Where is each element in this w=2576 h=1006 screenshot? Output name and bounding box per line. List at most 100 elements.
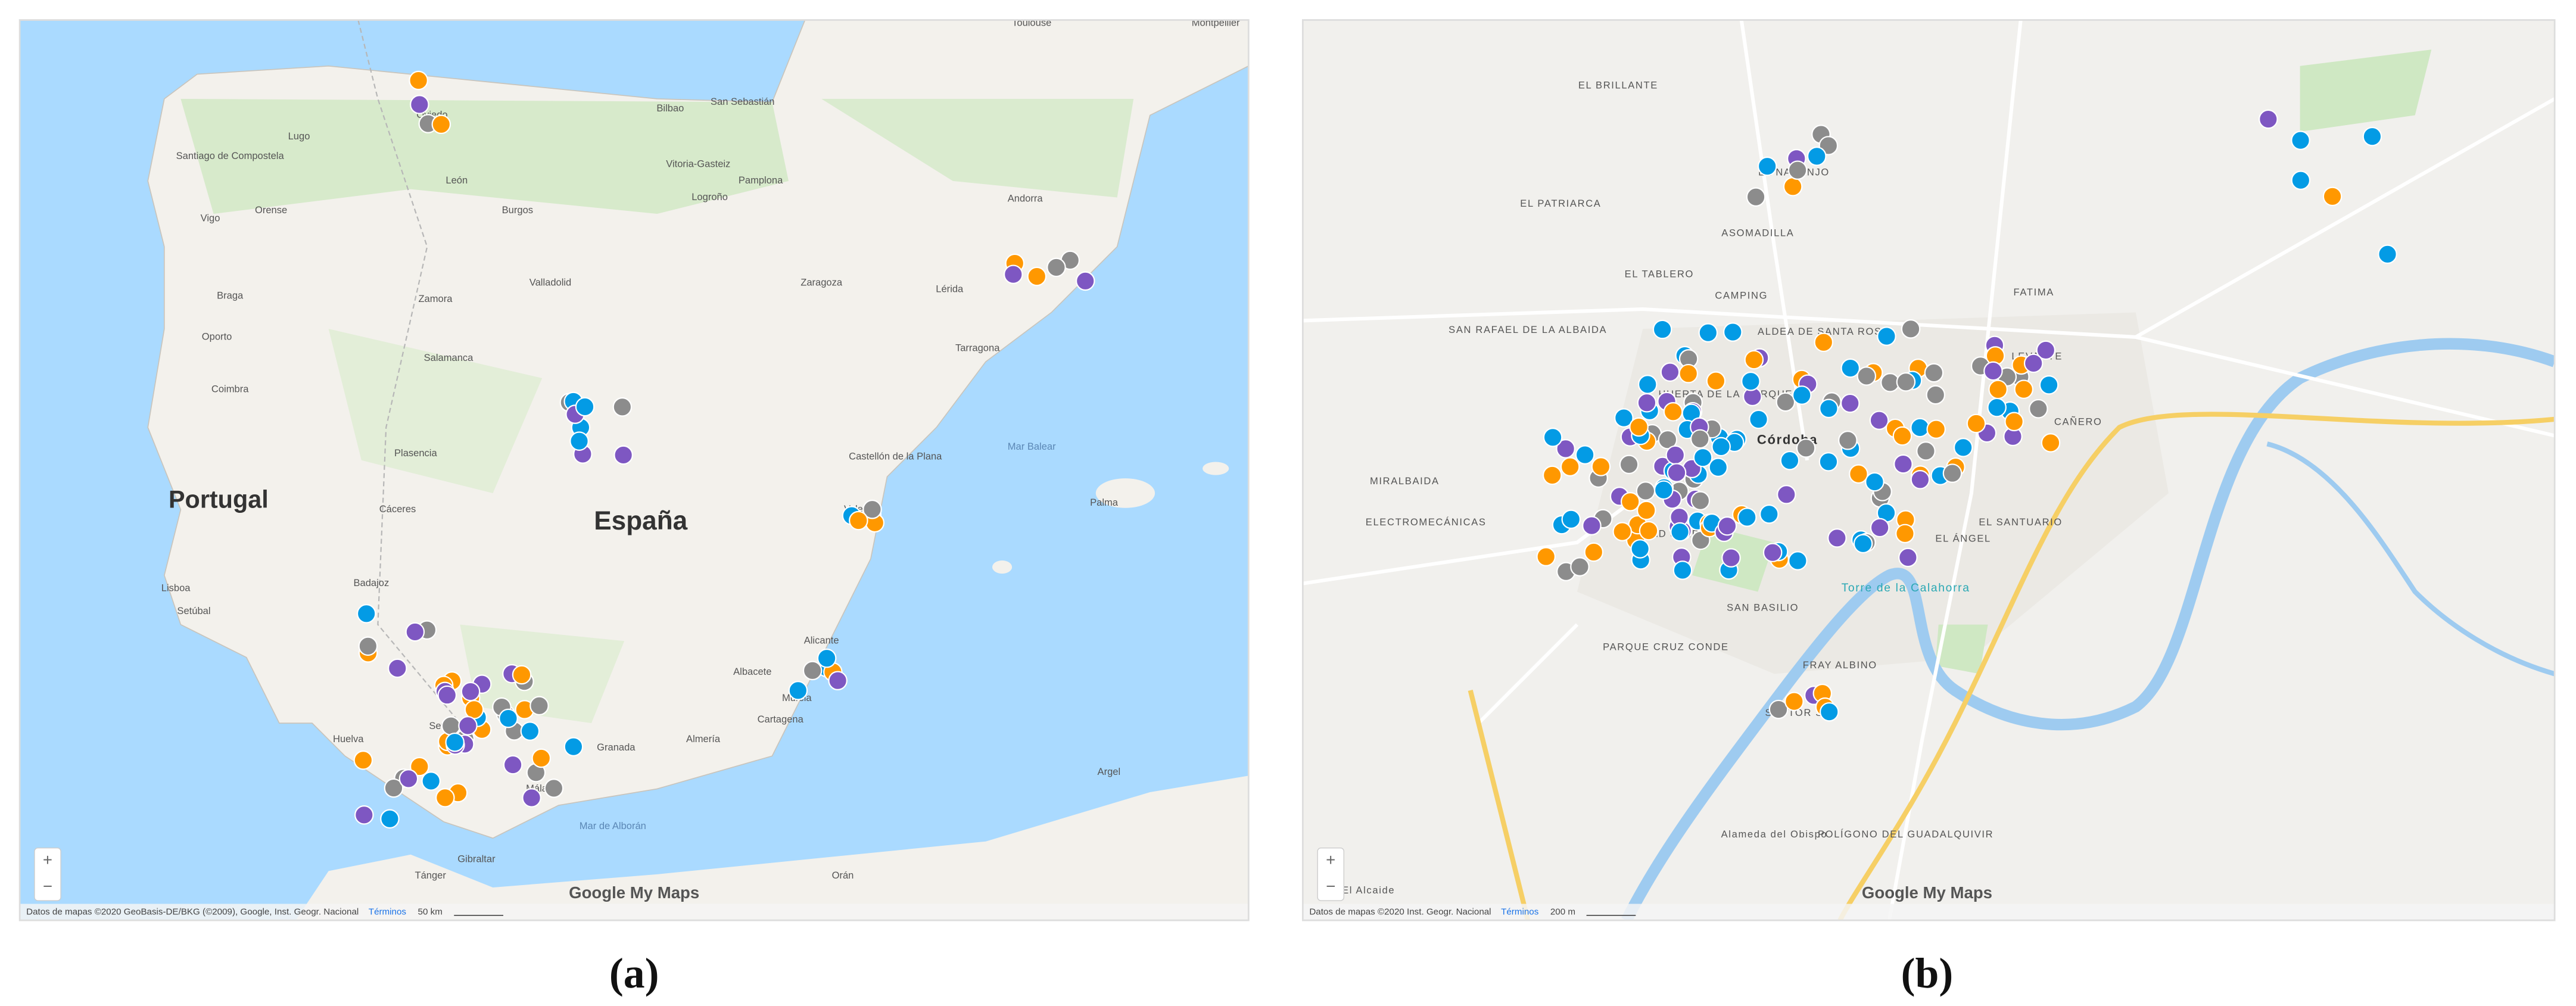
- marker: [1629, 417, 1649, 437]
- marker: [2004, 412, 2024, 432]
- park: [1692, 49, 2432, 674]
- place-label: EL TABLERO: [1625, 268, 1694, 279]
- marker: [1690, 429, 1710, 449]
- place-label: Zaragoza: [800, 276, 843, 288]
- place-label: Albacete: [733, 666, 771, 677]
- marker: [1869, 410, 1889, 430]
- marker: [1896, 372, 1916, 392]
- marker: [1543, 428, 1563, 447]
- marker: [2023, 353, 2044, 373]
- marker: [1895, 524, 1915, 544]
- marker: [2014, 379, 2034, 399]
- marker: [1819, 702, 1839, 722]
- marker: [1027, 266, 1047, 286]
- place-label: Lisboa: [161, 582, 191, 593]
- place-label: Plasencia: [394, 447, 437, 459]
- marker: [1660, 362, 1680, 382]
- attribution-bg: [20, 904, 1249, 921]
- marker: [445, 732, 465, 752]
- place-label: Castellón de la Plana: [849, 451, 942, 462]
- place-label: Alicante: [804, 635, 839, 646]
- marker: [1926, 385, 1946, 405]
- marker: [522, 788, 541, 808]
- zoom-control: [1317, 848, 1344, 901]
- place-label: Toulouse: [1012, 17, 1051, 28]
- marker: [464, 699, 484, 720]
- marker: [1814, 332, 1834, 353]
- marker: [531, 748, 552, 768]
- marker: [817, 648, 837, 668]
- marker: [1652, 319, 1672, 340]
- marker: [410, 95, 429, 114]
- place-label: Mar Balear: [1008, 441, 1056, 452]
- marker: [354, 805, 374, 825]
- marker: [1584, 542, 1604, 562]
- place-label: España: [594, 506, 687, 535]
- place-label: Palma: [1090, 497, 1119, 508]
- attribution: Datos de mapas ©2020 GeoBasis-DE/BKG (©2…: [26, 907, 359, 917]
- marker: [1926, 419, 1946, 439]
- marker: [437, 685, 457, 705]
- marker: [499, 708, 518, 728]
- marker: [387, 658, 407, 678]
- marker: [1757, 156, 1777, 176]
- terms-link[interactable]: Términos: [369, 907, 407, 917]
- marker: [2362, 126, 2382, 147]
- marker: [356, 604, 376, 624]
- place-label: Lérida: [936, 283, 964, 294]
- terms-link[interactable]: Términos: [1501, 907, 1539, 917]
- marker: [2291, 170, 2311, 191]
- marker: [569, 431, 589, 451]
- marker: [1693, 447, 1713, 468]
- place-label: Oporto: [202, 331, 232, 342]
- marker: [460, 681, 481, 702]
- place-label: PARQUE CRUZ CONDE: [1603, 641, 1729, 653]
- marker: [441, 716, 461, 736]
- marker: [2039, 375, 2059, 395]
- place-label: Huelva: [333, 733, 364, 745]
- marker: [1004, 264, 1023, 285]
- marker: [1046, 257, 1066, 278]
- marker: [1749, 409, 1768, 429]
- scale: 50 km: [418, 907, 443, 917]
- marker: [1987, 397, 2007, 418]
- zoom-control: [34, 848, 61, 901]
- marker: [1741, 371, 1761, 391]
- highways: [1468, 412, 2555, 921]
- place-label: Pamplona: [739, 175, 783, 186]
- brand: Google My Maps: [569, 883, 699, 902]
- marker: [1762, 543, 1783, 562]
- marker: [2036, 340, 2056, 360]
- marker: [512, 665, 532, 685]
- marker: [1698, 323, 1718, 342]
- place-label: Zamora: [418, 293, 453, 304]
- river: [2266, 441, 2555, 677]
- place-label: Lugo: [288, 130, 310, 142]
- marker: [1619, 454, 1639, 475]
- zoom-out: −: [1326, 877, 1335, 895]
- marker: [1620, 491, 1640, 512]
- marker: [1849, 464, 1868, 484]
- marker: [802, 661, 823, 681]
- caption: (b): [1901, 949, 1954, 997]
- place-label: ASOMADILLA: [1721, 228, 1794, 239]
- place-label: San Sebastián: [711, 96, 775, 107]
- marker: [612, 397, 633, 417]
- caption: (a): [609, 949, 659, 997]
- place-label: FATIMA: [2014, 286, 2054, 298]
- marker: [1901, 319, 1921, 339]
- roads: [1303, 20, 2555, 921]
- place-label: Cartagena: [758, 714, 804, 725]
- place-label: Setúbal: [177, 605, 210, 616]
- marker: [1840, 393, 1860, 413]
- marker: [1784, 692, 1804, 711]
- marker: [358, 636, 378, 656]
- marker: [1663, 402, 1683, 422]
- marker: [1637, 393, 1657, 413]
- marker: [828, 671, 848, 691]
- marker: [1942, 463, 1963, 483]
- marker: [2029, 398, 2048, 419]
- place-label: SAN RAFAEL DE LA ALBAIDA: [1449, 324, 1607, 335]
